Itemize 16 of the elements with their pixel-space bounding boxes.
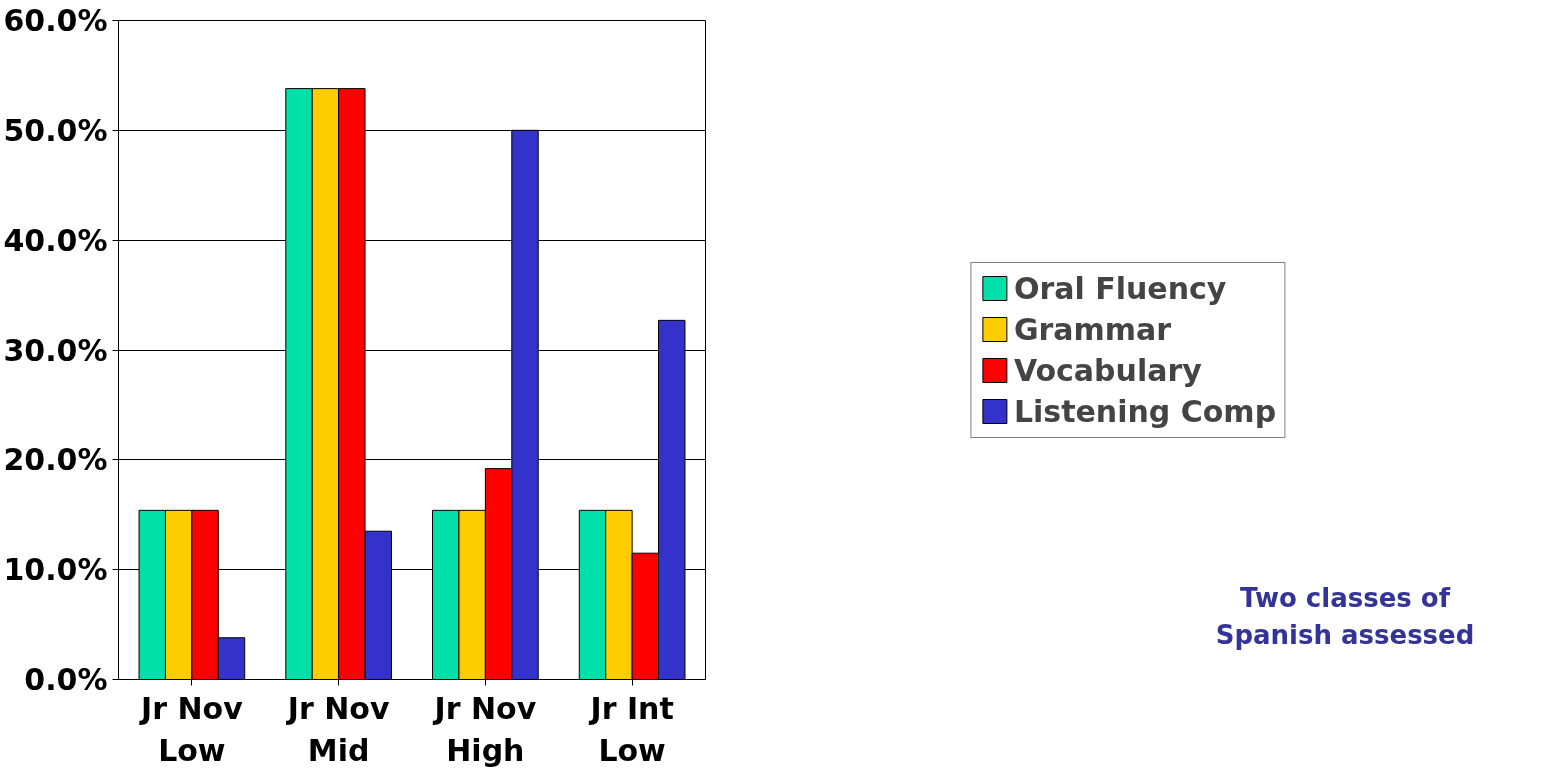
- text: Two classes of Spanish assessed: [1215, 582, 1475, 653]
- y-tick-label: 0.0%: [24, 662, 108, 697]
- legend-label: Oral Fluency: [1013, 270, 1227, 306]
- y-tick-label: 30.0%: [3, 332, 108, 368]
- x-tick-label: Jr Int Low: [588, 690, 674, 768]
- x-tick-label: Jr Nov Low: [139, 690, 244, 768]
- y-tick-label: 10.0%: [3, 552, 108, 588]
- y-tick-label: 40.0%: [3, 222, 108, 258]
- legend-label: Grammar: [1013, 311, 1172, 347]
- legend-label: Vocabulary: [1013, 352, 1202, 388]
- y-tick-label: 50.0%: [3, 112, 108, 148]
- x-tick-label: Jr Nov High: [432, 690, 537, 768]
- y-tick-label: 20.0%: [3, 442, 108, 478]
- y-tick-label: 60.0%: [3, 3, 108, 38]
- x-tick-label: Jr Nov Mid: [285, 690, 390, 768]
- legend-label: Listening Comp: [1013, 393, 1277, 429]
